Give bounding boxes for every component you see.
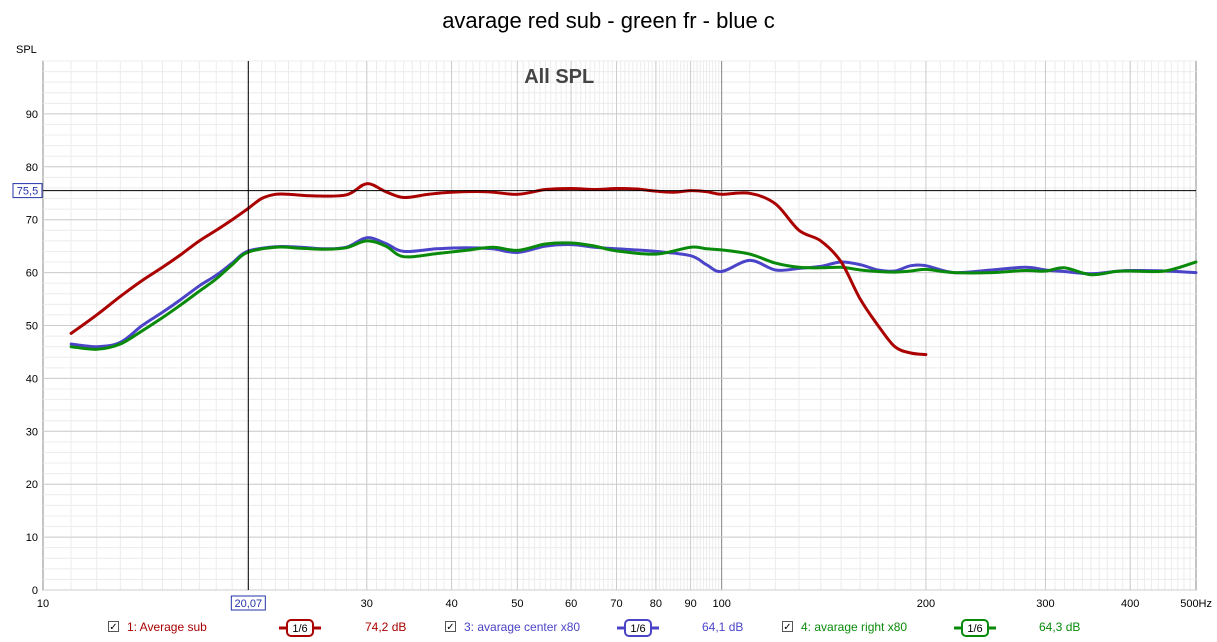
series-3-value: 64,1 dB [702, 620, 744, 634]
y-tick-label: 20 [26, 479, 38, 491]
x-tick-label: 80 [650, 598, 662, 610]
grid-lines [42, 60, 1197, 591]
series-4-label: 4: avarage right x80 [801, 620, 908, 634]
x-tick-label: 70 [610, 598, 622, 610]
y-tick-label: 30 [26, 426, 38, 438]
y-tick-label: 0 [32, 585, 38, 597]
series-4-smoothing: 1/6 [967, 623, 982, 635]
x-tick-label: 60 [565, 598, 577, 610]
legend: ✓ 1: Average sub 1/6 74,2 dB ✓ 3: avarag… [0, 619, 1217, 639]
series-layer [69, 182, 1198, 357]
y-tick-label: 60 [26, 268, 38, 280]
series-3-smoothing: 1/6 [630, 623, 645, 635]
y-tick-label: 80 [26, 162, 38, 174]
y-tick-label: 10 [26, 532, 38, 544]
x-tick-label: 200 [917, 598, 935, 610]
series-4-value: 64,3 dB [1039, 620, 1081, 634]
cursor-y-box [12, 183, 43, 199]
y-axis-label: SPL [16, 44, 37, 56]
y-tick-label: 70 [26, 215, 38, 227]
x-tick-label: 90 [684, 598, 696, 610]
window-title: avarage red sub - green fr - blue c [442, 8, 775, 33]
series-4-smoothing-badge[interactable]: 1/6 [954, 619, 996, 637]
series-4-checkbox[interactable]: ✓ [782, 621, 793, 633]
x-tick-label: 40 [445, 598, 457, 610]
x-tick-label: 400 [1121, 598, 1139, 610]
series-1-value: 74,2 dB [365, 620, 407, 634]
series-1-checkbox[interactable]: ✓ [108, 621, 119, 633]
series-3-smoothing-badge[interactable]: 1/6 [617, 619, 659, 637]
series-1-label: 1: Average sub [127, 620, 207, 634]
y-tick-label: 90 [26, 109, 38, 121]
x-tick-label: 30 [361, 598, 373, 610]
series-1-smoothing: 1/6 [292, 623, 307, 635]
cursor-x-label: 20,07 [235, 598, 263, 610]
x-tick-label: 300 [1036, 598, 1054, 610]
series-line-1 [69, 182, 928, 357]
x-tick-label: 50 [511, 598, 523, 610]
cursor-x-box [230, 595, 266, 611]
y-tick-label: 50 [26, 321, 38, 333]
series-3-checkbox[interactable]: ✓ [445, 621, 456, 633]
cursor-overlay[interactable]: 20,07 75,5 [12, 61, 1196, 611]
x-tick-label: 500Hz [1180, 598, 1212, 610]
series-3-label: 3: avarage center x80 [464, 620, 581, 634]
chart-title: All SPL [524, 66, 594, 88]
x-tick-label: 10 [37, 598, 49, 610]
cursor-y-label: 75,5 [17, 186, 38, 198]
series-line-3 [69, 239, 1198, 351]
y-tick-label: 40 [26, 373, 38, 385]
x-tick-label: 100 [712, 598, 730, 610]
series-1-smoothing-badge[interactable]: 1/6 [279, 619, 321, 637]
